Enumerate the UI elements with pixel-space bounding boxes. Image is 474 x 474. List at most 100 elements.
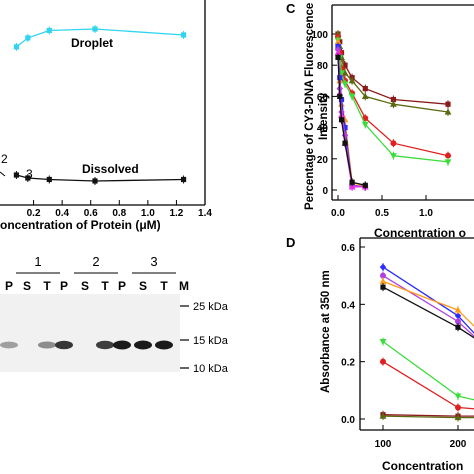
- panel-c-series-1-point: [342, 62, 348, 68]
- gel-lane-label: P: [118, 279, 126, 293]
- panel-a-series-1-point: [180, 32, 187, 38]
- annotation-pointer: [0, 171, 6, 177]
- panel-a-x-axis-label: oncentration of Protein (μM): [0, 218, 161, 232]
- gel-lane-label: P: [60, 279, 68, 293]
- panel-a-x-tick-label: 0.4: [55, 208, 69, 219]
- gel-lane-label: T: [43, 279, 51, 293]
- panel-a-series-1-point: [25, 35, 31, 41]
- panel-c-series-6-point: [342, 125, 348, 131]
- panel-c-series-9-point: [335, 54, 341, 60]
- panel-a-series-1-point: [13, 44, 20, 50]
- panel-d-series: [379, 263, 474, 422]
- gel-band: [55, 340, 73, 350]
- panel-c-series-9-point: [338, 117, 345, 123]
- panel-c-ticks: 0 20 40 60 80 100 0.0 0.5 1.0: [311, 30, 433, 219]
- panel-c-series-9-point: [342, 140, 348, 146]
- panel-d-series-2-line: [382, 275, 474, 338]
- panel-d-series-2-point: [380, 272, 386, 279]
- panel-d-y-label: Absorbance at 350 nm: [320, 270, 332, 393]
- panel-c-series-1-point: [362, 86, 368, 92]
- panel-d-y-tick-label: 0.2: [341, 358, 355, 369]
- gel-lane-label: P: [5, 279, 13, 293]
- panel-c-x-axis-label: Concentration o: [374, 226, 466, 240]
- panel-a-x-tick-label: 1.4: [198, 208, 212, 219]
- panel-c-y-tick-label: 40: [317, 124, 329, 135]
- panel-d-y-tick-label: 0.0: [341, 415, 355, 426]
- panel-c-series-4-point: [390, 153, 397, 160]
- panel-c-series-6-point: [338, 96, 345, 103]
- panel-d: D Absorbance at 350 nm 0.0 0.2 0.4 0.6 100 20…: [286, 235, 474, 473]
- panel-c-series-4-point: [444, 159, 452, 166]
- panel-a-series-2-point: [13, 172, 20, 178]
- gel-marker-label: 25 kDa: [193, 301, 229, 313]
- panel-c-series-9-point: [362, 182, 368, 188]
- gel-band: [155, 340, 173, 350]
- droplet-label: Droplet: [71, 36, 113, 50]
- panel-c: C Percentage of CY3-DNA Fluorescence Int…: [286, 1, 474, 240]
- panel-c-y-tick-label: 20: [317, 155, 329, 166]
- gel-lane-label: T: [101, 279, 109, 293]
- panel-d-series-1-point: [379, 263, 387, 271]
- panel-a-x-tick-label: 0.8: [112, 208, 126, 219]
- gel-membrane: [0, 294, 180, 372]
- gel-markers: 25 kDa 15 kDa 10 kDa: [180, 301, 229, 375]
- panel-c-series-3-point: [390, 140, 397, 147]
- panel-d-series-6-point: [455, 404, 461, 411]
- gel-lane-label: S: [139, 279, 147, 293]
- annotation-3: 3: [26, 167, 33, 181]
- panel-d-series-4-point: [380, 284, 386, 290]
- panel-a: 0.2 0.4 0.6 0.8 1.0 1.2 1.4 Droplet Dissolved …: [0, 0, 212, 232]
- panel-c-y-label-line1: Percentage of CY3-DNA Fluorescence: [304, 3, 316, 210]
- panel-a-series-2-point: [25, 175, 31, 181]
- panel-c-series-8-point: [334, 49, 342, 56]
- panel-a-series-2-point: [92, 178, 98, 184]
- panel-c-series-1-point: [445, 101, 451, 107]
- panel-a-x-tick-label: 1.0: [141, 208, 155, 219]
- panel-a-series-1-point: [92, 26, 98, 32]
- panel-c-letter: C: [286, 1, 296, 16]
- panel-c-series-2-point: [444, 108, 452, 115]
- gel-marker-label: 10 kDa: [193, 363, 229, 375]
- gel-group-label: 2: [92, 254, 99, 269]
- panel-d-series-5-line: [382, 341, 474, 401]
- panel-c-series: [334, 30, 452, 191]
- dissolved-label: Dissolved: [82, 162, 139, 176]
- gel-bands: [0, 340, 173, 350]
- panel-c-series-1-point: [390, 96, 397, 103]
- panel-d-x-axis-label: Concentration: [382, 459, 463, 473]
- panel-a-series-2-point: [180, 176, 187, 183]
- panel-d-series-3-point: [454, 306, 462, 313]
- gel-band: [96, 340, 114, 350]
- gel-lane-label: T: [160, 279, 168, 293]
- panel-a-series-2-point: [46, 176, 52, 183]
- panel-c-y-label-line2: Intensity: [318, 92, 330, 140]
- panel-c-series-9-point: [349, 179, 355, 185]
- panel-d-x-tick-label: 100: [375, 439, 392, 450]
- gel-marker-label: 15 kDa: [193, 335, 229, 347]
- panel-d-letter: D: [286, 235, 295, 250]
- panel-c-series-2-point: [348, 77, 356, 84]
- panel-d-y-tick-label: 0.6: [341, 243, 355, 254]
- gel-band: [0, 341, 18, 349]
- panel-a-x-tick-label: 1.2: [169, 208, 183, 219]
- panel-a-series-1-point: [46, 27, 52, 34]
- gel-group-label: 3: [150, 254, 157, 269]
- panel-d-ticks: 0.00.20.40.610020030: [341, 243, 467, 450]
- panel-c-y-tick-label: 60: [317, 92, 329, 103]
- panel-a-x-tick-label: 0.6: [84, 208, 98, 219]
- annotation-2: 2: [1, 152, 8, 166]
- panel-c-series-9-point: [337, 93, 343, 99]
- gel-band: [113, 340, 131, 350]
- gel-lane-label: S: [23, 279, 31, 293]
- panel-c-series-4-point: [361, 121, 369, 129]
- panel-c-series-2-point: [390, 100, 397, 107]
- gel-group-labels: 1 2 3: [16, 254, 176, 274]
- panel-d-series-4-line: [382, 286, 474, 339]
- panel-c-series-4-point: [341, 81, 349, 88]
- panel-d-series-8-point: [379, 412, 387, 419]
- panel-c-series-5-point: [334, 38, 342, 45]
- panel-a-series: [13, 25, 187, 185]
- gel-lane-label: S: [81, 279, 89, 293]
